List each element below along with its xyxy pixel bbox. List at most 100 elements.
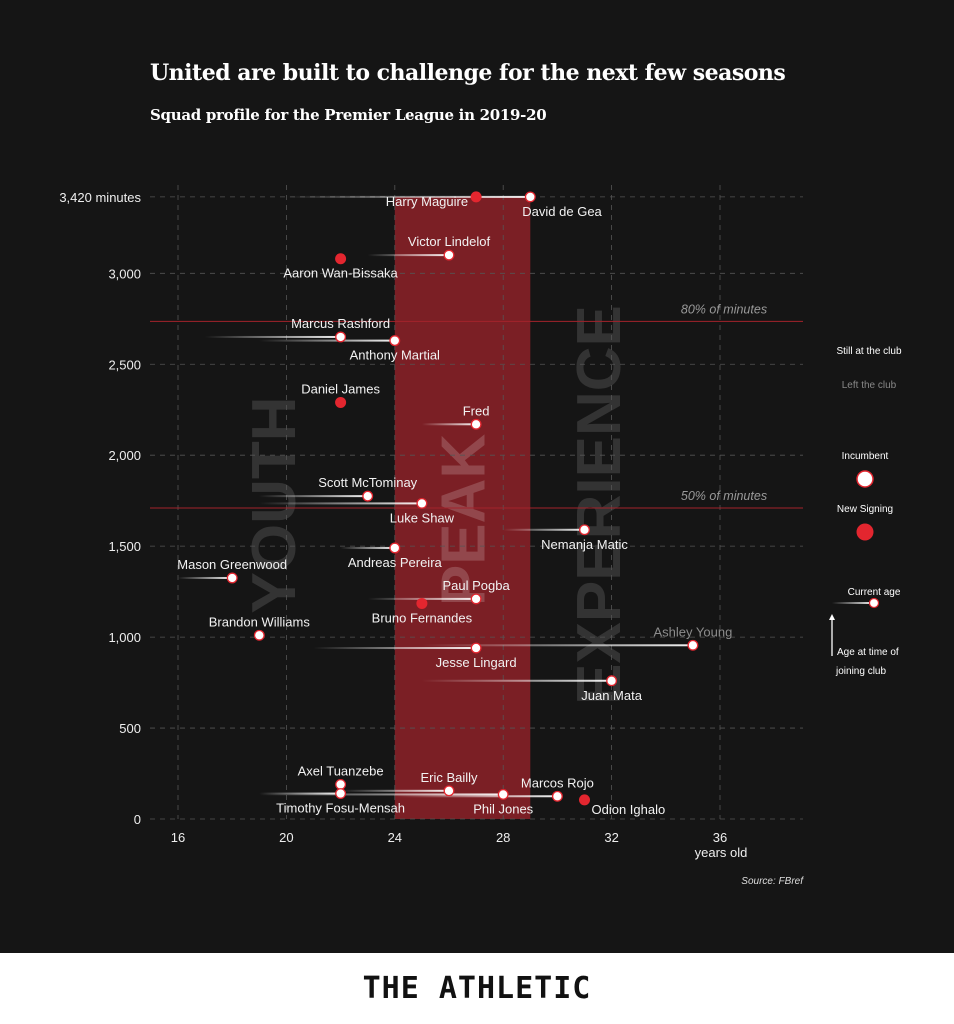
y-tick-label: 1,000 (108, 630, 141, 645)
x-tick-label: 32 (604, 830, 618, 845)
player-dot-incumbent (470, 593, 482, 605)
player-dot-incumbent (362, 490, 374, 502)
player-dot-incumbent (687, 639, 699, 651)
chart-title: United are built to challenge for the ne… (150, 60, 786, 86)
player-label: Bruno Fernandes (372, 610, 473, 625)
y-tick-label: 3,000 (108, 266, 141, 281)
player-trail (340, 789, 449, 792)
player-label: Marcus Rashford (291, 316, 390, 331)
y-tick-label: 0 (134, 812, 141, 827)
legend-new-signing-dot (856, 523, 874, 541)
player-trail (286, 195, 531, 198)
footer: THE ATHLETIC (0, 953, 954, 1024)
player-label: Timothy Fosu-Mensah (276, 801, 405, 816)
player-dot-incumbent (470, 418, 482, 430)
legend-new-signing-label: New Signing (837, 504, 893, 515)
player-label: Phil Jones (473, 801, 533, 816)
x-axis-label: years old (695, 845, 748, 860)
y-tick-label: 2,000 (108, 448, 141, 463)
y-tick-label: 3,420 minutes (59, 190, 141, 205)
player-dot-incumbent (443, 249, 455, 261)
player-trail (259, 502, 422, 505)
player-label: Anthony Martial (350, 348, 440, 363)
legend-current-age-dot (868, 597, 880, 609)
player-label: Jesse Lingard (436, 655, 517, 670)
player-label: Victor Lindelof (408, 234, 491, 249)
y-tick-label: 500 (119, 721, 141, 736)
player-label: Fred (463, 403, 490, 418)
x-tick-label: 16 (171, 830, 185, 845)
player-trail (367, 254, 449, 257)
player-label: Luke Shaw (390, 510, 455, 525)
player-dot-new-signing (335, 396, 347, 408)
player-label: Juan Mata (581, 688, 642, 703)
zone-label-youth: YOUTH (240, 397, 309, 614)
player-dot-incumbent (226, 572, 238, 584)
player-label: Paul Pogba (442, 578, 510, 593)
x-tick-label: 28 (496, 830, 510, 845)
player-dot-new-signing (579, 794, 590, 806)
player-dot-new-signing (416, 597, 428, 609)
x-tick-label: 36 (713, 830, 727, 845)
zone-label-peak: PEAK (430, 434, 499, 606)
legend-still-at-club: Still at the club (836, 346, 901, 357)
player-dot-incumbent (551, 790, 563, 802)
player-dot-new-signing (335, 253, 347, 265)
player-label: Aaron Wan-Bissaka (283, 266, 398, 281)
player-dot-incumbent (579, 524, 590, 536)
player-dot-incumbent (389, 335, 401, 347)
player-dot-incumbent (470, 642, 482, 654)
player-label: Ashley Young (654, 624, 733, 639)
player-dot-incumbent (335, 778, 347, 790)
player-dot-new-signing (470, 191, 482, 203)
legend-joining-line1: Age at time of (837, 647, 899, 658)
player-trail (421, 644, 693, 647)
player-trail (313, 647, 477, 650)
player-trail (421, 423, 477, 426)
y-tick-label: 1,500 (108, 539, 141, 554)
legend-current-age: Current age (848, 587, 901, 598)
player-trail (259, 495, 368, 498)
player-trail (178, 576, 233, 579)
zone-label-experience: EXPERIENCE (565, 305, 634, 705)
legend-incumbent-label: Incumbent (842, 451, 889, 462)
player-dot-incumbent (606, 675, 618, 687)
player-label: Daniel James (301, 381, 380, 396)
brand-logo: THE ATHLETIC (362, 971, 592, 1006)
legend: Still at the club Left the club Incumben… (829, 346, 902, 677)
reference-line-label: 50% of minutes (681, 489, 767, 503)
x-tick-label: 20 (279, 830, 293, 845)
legend-trail (832, 602, 874, 604)
player-label: Eric Bailly (420, 770, 478, 785)
y-tick-label: 2,500 (108, 357, 141, 372)
player-dot-incumbent (253, 629, 265, 641)
player-label: Andreas Pereira (348, 555, 443, 570)
plot-area: YOUTH PEAK EXPERIENCE 80% of minutes 50% of … (59, 185, 902, 887)
player-dot-incumbent (389, 542, 401, 554)
player-label: Mason Greenwood (177, 557, 287, 572)
reference-line-label: 80% of minutes (681, 302, 767, 316)
x-tick-label: 24 (388, 830, 402, 845)
player-trail (421, 679, 612, 682)
legend-joining-line2: joining club (835, 666, 886, 677)
player-label: David de Gea (522, 204, 602, 219)
player-trail (205, 335, 341, 338)
player-dot-incumbent (497, 788, 509, 800)
player-label: Marcos Rojo (521, 775, 594, 790)
player-label: Odion Ighalo (592, 802, 666, 817)
player-label: Brandon Williams (209, 614, 311, 629)
player-dot-incumbent (443, 785, 455, 797)
player-dot-incumbent (335, 788, 347, 799)
player-trail (503, 528, 585, 531)
player-dot-incumbent (335, 331, 347, 343)
player-label: Nemanja Matic (541, 537, 628, 552)
player-label: Harry Maguire (386, 194, 468, 209)
legend-left-club: Left the club (842, 380, 897, 391)
player-trail (340, 546, 395, 549)
legend-incumbent-dot (856, 470, 874, 488)
player-trail (259, 339, 395, 342)
player-label: Scott McTominay (318, 475, 417, 490)
chart-subtitle: Squad profile for the Premier League in … (150, 106, 547, 124)
player-label: Axel Tuanzebe (298, 763, 384, 778)
